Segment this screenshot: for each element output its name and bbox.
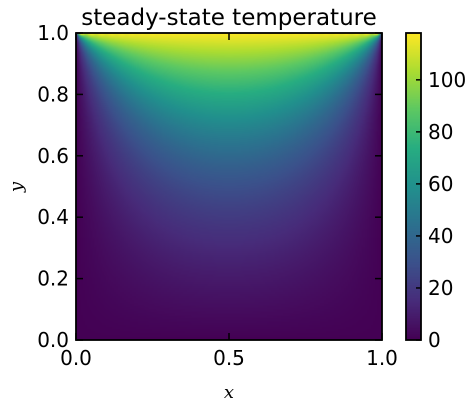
colorbar-tick-label: 60: [428, 172, 453, 196]
y-tick-label: 0.2: [37, 267, 69, 291]
colorbar-tick-label: 0: [428, 328, 441, 352]
y-tick-label: 0.4: [37, 205, 69, 229]
colorbar-gradient: [406, 33, 421, 340]
colorbar: 0 20 40 60 80 100: [405, 32, 466, 352]
colorbar-ticks: 0 20 40 60 80 100: [416, 68, 466, 352]
x-tick-label: 1.0: [366, 346, 398, 370]
colorbar-tick-label: 40: [428, 224, 453, 248]
y-tick-label: 0.0: [37, 328, 69, 352]
y-axis-label: y: [6, 181, 27, 193]
x-tick-label: 0.5: [213, 346, 245, 370]
x-axis-label: x: [224, 382, 234, 403]
colorbar-tick-label: 20: [428, 276, 453, 300]
y-tick-label: 0.6: [37, 144, 69, 168]
x-axis: 0.0 0.5 1.0: [60, 33, 398, 370]
y-tick-label: 0.8: [37, 82, 69, 106]
heatmap-image: [76, 33, 382, 340]
colorbar-frame: [405, 32, 422, 341]
chart-title: steady-state temperature: [81, 5, 377, 31]
colorbar-tick-label: 100: [428, 68, 466, 92]
colorbar-tick-label: 80: [428, 120, 453, 144]
y-tick-label: 1.0: [37, 21, 69, 45]
plot-area: 0.0 0.5 1.0 0.0 0.2 0.4 0.6 0.8 1.0: [37, 21, 398, 370]
y-axis: 0.0 0.2 0.4 0.6 0.8 1.0: [37, 21, 382, 352]
x-tick-label: 0.0: [60, 346, 92, 370]
